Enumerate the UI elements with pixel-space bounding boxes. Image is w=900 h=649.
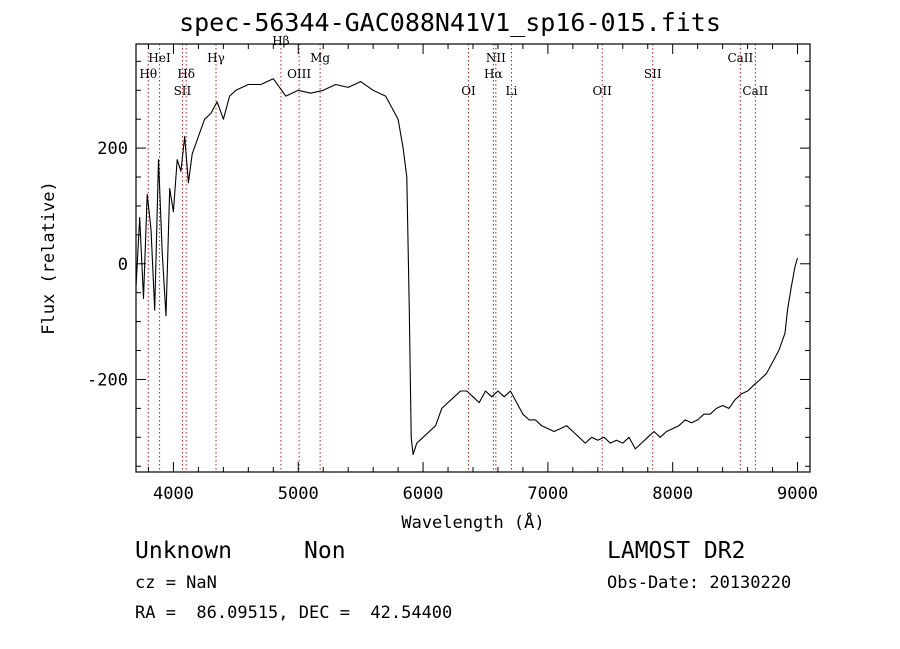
- line-label: Hβ: [272, 34, 289, 48]
- redshift-cz: cz = NaN: [135, 573, 217, 593]
- line-label: SII: [644, 67, 662, 81]
- x-tick-label: 7000: [527, 484, 568, 504]
- x-tick-label: 6000: [403, 484, 444, 504]
- line-markers: [147, 44, 756, 472]
- y-tick-label: 200: [97, 139, 128, 159]
- x-axis-label: Wavelength (Å): [401, 511, 544, 533]
- line-label: OI: [461, 84, 476, 98]
- object-subclass: Non: [304, 538, 346, 564]
- observation-date: Obs-Date: 20130220: [607, 573, 792, 593]
- line-label: HeI: [148, 51, 171, 65]
- line-label: Hδ: [177, 67, 195, 81]
- line-label: OII: [593, 84, 613, 98]
- line-labels: Hθ HeI SII Hδ Hγ Hβ OIII Mg OI Hα NII Li OII SII CaII C…: [139, 34, 768, 98]
- spectrum-line: [135, 78, 799, 456]
- chart-title: spec-56344-GAC088N41V1_sp16-015.fits: [179, 8, 721, 37]
- line-label: SII: [174, 84, 192, 98]
- x-tick-label: 4000: [153, 484, 194, 504]
- ticks-layer: 4000 5000 6000 7000 8000 9000 -200 0 200: [87, 44, 818, 504]
- y-axis-label: Flux (relative): [39, 181, 59, 335]
- line-label: Mg: [310, 51, 330, 65]
- coordinates: RA = 86.09515, DEC = 42.54400: [135, 603, 453, 623]
- x-tick-label: 8000: [652, 484, 693, 504]
- survey-name: LAMOST DR2: [607, 538, 746, 564]
- line-label: Hθ: [139, 67, 157, 81]
- line-label: CaII: [742, 84, 768, 98]
- x-tick-label: 5000: [278, 484, 319, 504]
- line-label: NII: [486, 51, 506, 65]
- y-tick-label: 0: [118, 255, 128, 275]
- x-tick-label: 9000: [777, 484, 818, 504]
- line-label: CaII: [727, 51, 753, 65]
- line-label: Hγ: [207, 51, 225, 65]
- plot-frame: [135, 43, 811, 473]
- series-layer: [135, 78, 799, 456]
- line-label: OIII: [287, 67, 311, 81]
- line-label: Li: [506, 84, 518, 98]
- y-tick-label: -200: [87, 370, 128, 390]
- line-label: Hα: [484, 67, 503, 81]
- object-class: Unknown: [135, 538, 232, 564]
